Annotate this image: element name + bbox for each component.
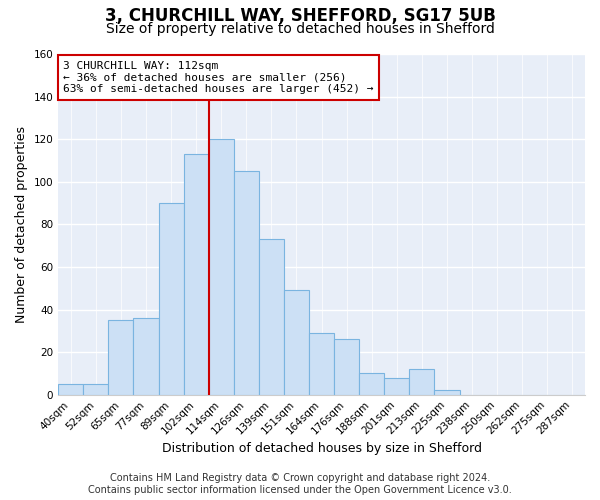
Y-axis label: Number of detached properties: Number of detached properties: [15, 126, 28, 323]
Bar: [284, 290, 309, 395]
Bar: [409, 369, 434, 394]
Bar: [259, 240, 284, 394]
X-axis label: Distribution of detached houses by size in Shefford: Distribution of detached houses by size …: [161, 442, 482, 455]
Bar: [158, 203, 184, 394]
Bar: [58, 384, 83, 394]
Bar: [334, 340, 359, 394]
Bar: [434, 390, 460, 394]
Bar: [184, 154, 209, 394]
Bar: [309, 333, 334, 394]
Bar: [133, 318, 158, 394]
Bar: [209, 139, 234, 394]
Bar: [109, 320, 133, 394]
Text: 3, CHURCHILL WAY, SHEFFORD, SG17 5UB: 3, CHURCHILL WAY, SHEFFORD, SG17 5UB: [104, 8, 496, 26]
Bar: [359, 374, 385, 394]
Text: Size of property relative to detached houses in Shefford: Size of property relative to detached ho…: [106, 22, 494, 36]
Text: Contains HM Land Registry data © Crown copyright and database right 2024.
Contai: Contains HM Land Registry data © Crown c…: [88, 474, 512, 495]
Text: 3 CHURCHILL WAY: 112sqm
← 36% of detached houses are smaller (256)
63% of semi-d: 3 CHURCHILL WAY: 112sqm ← 36% of detache…: [64, 61, 374, 94]
Bar: [385, 378, 409, 394]
Bar: [234, 171, 259, 394]
Bar: [83, 384, 109, 394]
